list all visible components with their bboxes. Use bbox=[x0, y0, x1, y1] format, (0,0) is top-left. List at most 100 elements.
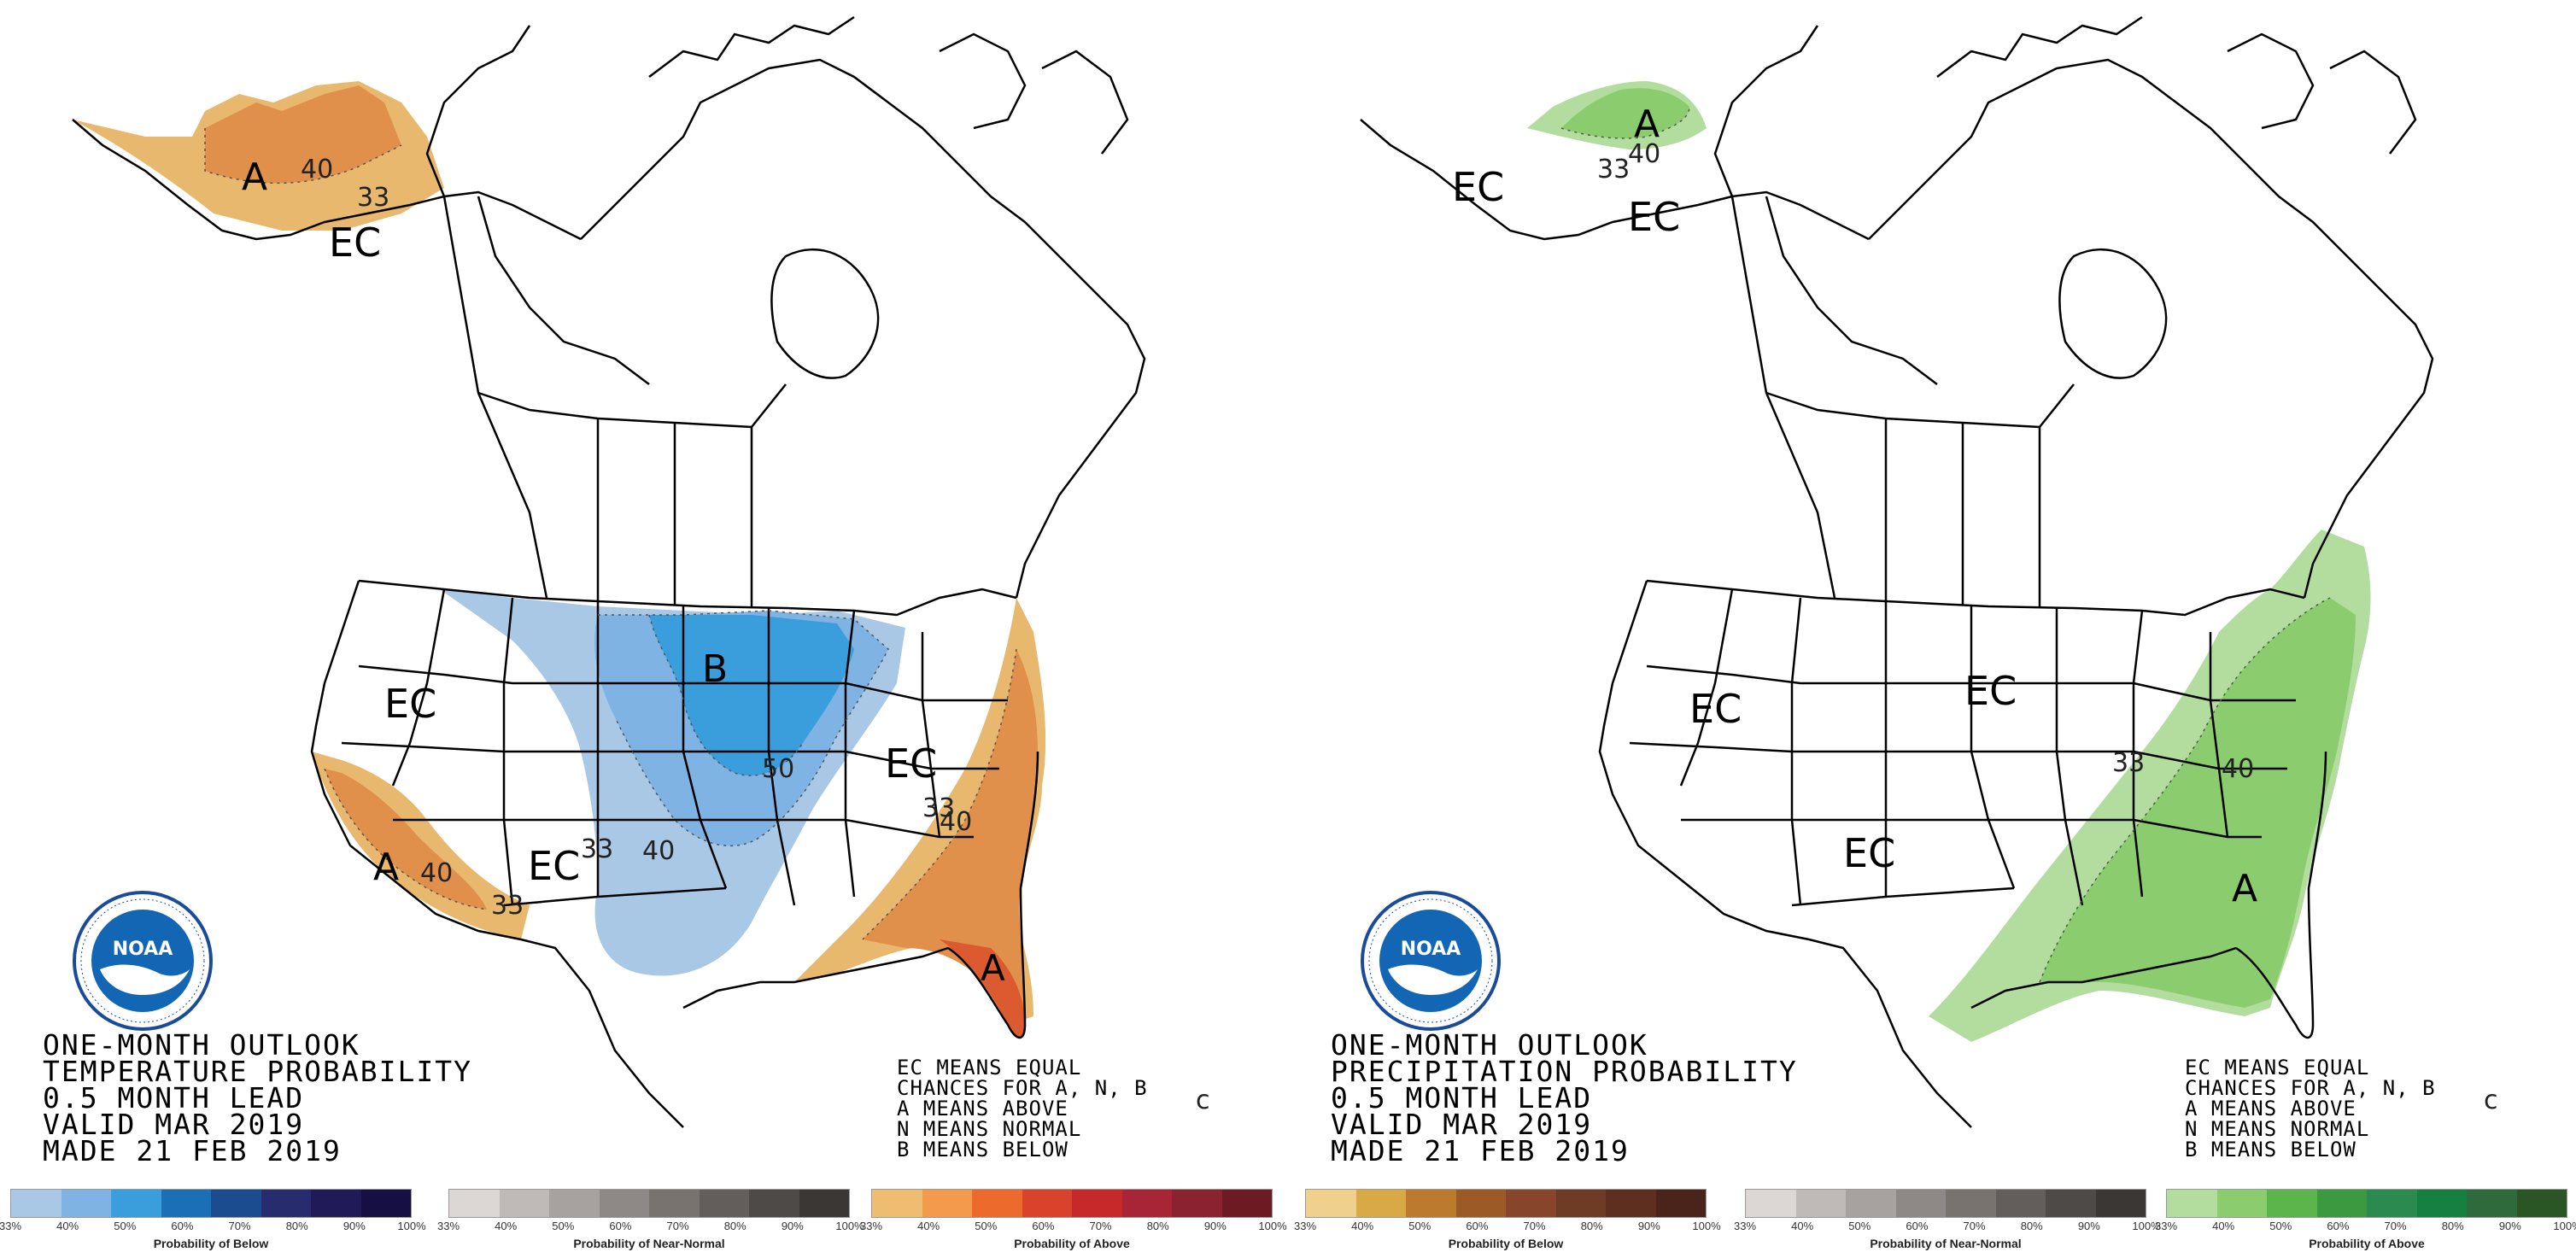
precip-normal-scale: 33% 40% 50% 60% 70% 80% 90% 100% Probability of… bbox=[1734, 1189, 2161, 1250]
scale-tick-label: 60% bbox=[1906, 1220, 1929, 1232]
scale-swatch bbox=[2316, 1190, 2367, 1217]
caption-line-3: 0.5 MONTH LEAD bbox=[43, 1081, 305, 1115]
map-boundaries bbox=[72, 15, 1146, 1128]
scale-tick-label: 80% bbox=[1580, 1220, 1603, 1232]
east-ec-label: EC bbox=[885, 740, 937, 787]
legend-line-2: CHANCES FOR A, N, B bbox=[897, 1076, 1148, 1100]
scale-tick-label: 80% bbox=[2441, 1220, 2464, 1232]
scale-ticks: 33% 40% 50% 60% 70% 80% 90% 100% bbox=[0, 1220, 426, 1237]
plains-33-contour-label: 33 bbox=[581, 834, 613, 864]
scale-tick-label: 70% bbox=[1523, 1220, 1546, 1232]
scale-swatch bbox=[1022, 1190, 1072, 1217]
scale-bar bbox=[2166, 1189, 2567, 1218]
east-40-precip-contour-label: 40 bbox=[2222, 754, 2254, 784]
scale-ticks: 33% 40% 50% 60% 70% 80% 90% 100% bbox=[1294, 1220, 1721, 1237]
scale-tick-label: 40% bbox=[917, 1220, 940, 1232]
scale-tick-label: 33% bbox=[2154, 1220, 2178, 1232]
scale-tick-label: 33% bbox=[859, 1220, 883, 1232]
southwest-33-contour-label: 33 bbox=[491, 891, 524, 921]
scale-swatch bbox=[2167, 1190, 2217, 1217]
scale-swatch bbox=[2516, 1190, 2567, 1217]
scale-tick-label: 70% bbox=[1089, 1220, 1112, 1232]
scale-tick-label: 70% bbox=[2384, 1220, 2407, 1232]
probability-color-scales: 33% 40% 50% 60% 70% 80% 90% 100% Probability of… bbox=[0, 1189, 2576, 1258]
alaska-ec-precip-label: EC bbox=[1452, 164, 1504, 210]
scale-bar bbox=[448, 1189, 850, 1218]
scale-tick-label: 33% bbox=[1293, 1220, 1317, 1232]
scale-swatch bbox=[872, 1190, 922, 1217]
legend-line-5: B MEANS BELOW bbox=[897, 1138, 1068, 1161]
scale-swatch bbox=[1995, 1190, 2046, 1217]
temperature-map: A 40 33 EC EC A 40 33 EC 33 40 B 50 EC 3… bbox=[72, 15, 1210, 1128]
scale-tick-label: 40% bbox=[1351, 1220, 1374, 1232]
scale-swatch bbox=[1506, 1190, 1556, 1217]
noaa-logo: NOAA bbox=[73, 891, 213, 1031]
scale-swatch bbox=[1455, 1190, 1506, 1217]
scale-title: Probability of Above bbox=[1014, 1237, 1130, 1250]
scale-swatch bbox=[1795, 1190, 1846, 1217]
noaa-logo-text: NOAA bbox=[113, 939, 173, 960]
alaska-40-contour-label: 40 bbox=[301, 155, 333, 184]
legend-line-5: B MEANS BELOW bbox=[2185, 1138, 2356, 1161]
scale-swatch bbox=[599, 1190, 649, 1217]
scale-tick-label: 40% bbox=[56, 1220, 79, 1232]
caption-line-2: TEMPERATURE PROBABILITY bbox=[43, 1055, 472, 1088]
caption-line-3: 0.5 MONTH LEAD bbox=[1331, 1081, 1593, 1115]
east-above-region bbox=[794, 598, 1046, 1038]
scale-swatch bbox=[1555, 1190, 1606, 1217]
southwest-above-label: A bbox=[373, 845, 399, 889]
caption-line-4: VALID MAR 2019 bbox=[1331, 1108, 1593, 1141]
scale-swatch bbox=[649, 1190, 700, 1217]
scale-ticks: 33% 40% 50% 60% 70% 80% 90% 100% bbox=[1734, 1220, 2161, 1237]
legend-line-1: EC MEANS EQUAL bbox=[897, 1056, 1082, 1080]
scale-tick-label: 70% bbox=[666, 1220, 689, 1232]
scale-swatch bbox=[2267, 1190, 2317, 1217]
legend-line-4: N MEANS NORMAL bbox=[2185, 1117, 2370, 1141]
c-mark-precip-label: c bbox=[2484, 1085, 2498, 1115]
scale-tick-label: 33% bbox=[0, 1220, 22, 1232]
scale-swatch bbox=[311, 1190, 361, 1217]
plains-ec-precip-label: EC bbox=[1964, 668, 2017, 714]
scale-swatch bbox=[211, 1190, 261, 1217]
noaa-logo-precip: NOAA bbox=[1361, 891, 1501, 1031]
legend-line-4: N MEANS NORMAL bbox=[897, 1117, 1082, 1141]
scale-bar bbox=[1745, 1189, 2146, 1218]
scale-title: Probability of Near-Normal bbox=[1870, 1237, 2022, 1250]
west-ec-label: EC bbox=[384, 681, 436, 727]
caption-line-5: MADE 21 FEB 2019 bbox=[43, 1134, 342, 1167]
c-mark-label: c bbox=[1196, 1085, 1210, 1115]
scale-tick-label: 80% bbox=[2020, 1220, 2043, 1232]
scale-swatch bbox=[1121, 1190, 1172, 1217]
new-mexico-ec-precip-label: EC bbox=[1843, 830, 1895, 876]
scale-ticks: 33% 40% 50% 60% 70% 80% 90% 100% bbox=[437, 1220, 864, 1237]
precip-above-scale: 33% 40% 50% 60% 70% 80% 90% 100% Probability of… bbox=[2155, 1189, 2576, 1250]
scale-tick-label: 100% bbox=[1258, 1220, 1287, 1232]
alaska-above-precip-region bbox=[1527, 81, 1707, 149]
probability-contours-precip bbox=[1560, 106, 2331, 983]
alaska-above-label: A bbox=[242, 155, 267, 199]
yukon-ec-precip-label: EC bbox=[1628, 194, 1680, 240]
scale-swatch bbox=[2467, 1190, 2517, 1217]
scale-tick-label: 100% bbox=[397, 1220, 426, 1232]
scale-tick-label: 50% bbox=[1848, 1220, 1871, 1232]
scale-tick-label: 50% bbox=[2269, 1220, 2292, 1232]
scale-title: Probability of Near-Normal bbox=[573, 1237, 725, 1250]
temperature-legend-text: EC MEANS EQUAL CHANCES FOR A, N, B A MEA… bbox=[897, 1057, 1148, 1160]
legend-line-1: EC MEANS EQUAL bbox=[2185, 1056, 2370, 1080]
scale-swatch bbox=[111, 1190, 161, 1217]
alaska-33-contour-label: 33 bbox=[357, 183, 389, 213]
midwest-below-label: B bbox=[702, 647, 728, 691]
scale-swatch bbox=[360, 1190, 411, 1217]
scale-bar bbox=[10, 1189, 412, 1218]
scale-swatch bbox=[1895, 1190, 1946, 1217]
scale-tick-label: 33% bbox=[436, 1220, 460, 1232]
scale-tick-label: 80% bbox=[723, 1220, 746, 1232]
precipitation-panel: A 40 33 EC EC EC EC EC 33 40 A c NOAA ON… bbox=[1288, 0, 2576, 1258]
yukon-ec-label: EC bbox=[329, 219, 381, 266]
scale-swatch bbox=[972, 1190, 1022, 1217]
alaska-40-precip-contour-label: 40 bbox=[1628, 139, 1660, 169]
scale-swatch bbox=[11, 1190, 61, 1217]
scale-tick-label: 33% bbox=[1733, 1220, 1757, 1232]
midwest-50-contour-label: 50 bbox=[762, 754, 794, 784]
scale-swatch bbox=[1221, 1190, 1272, 1217]
